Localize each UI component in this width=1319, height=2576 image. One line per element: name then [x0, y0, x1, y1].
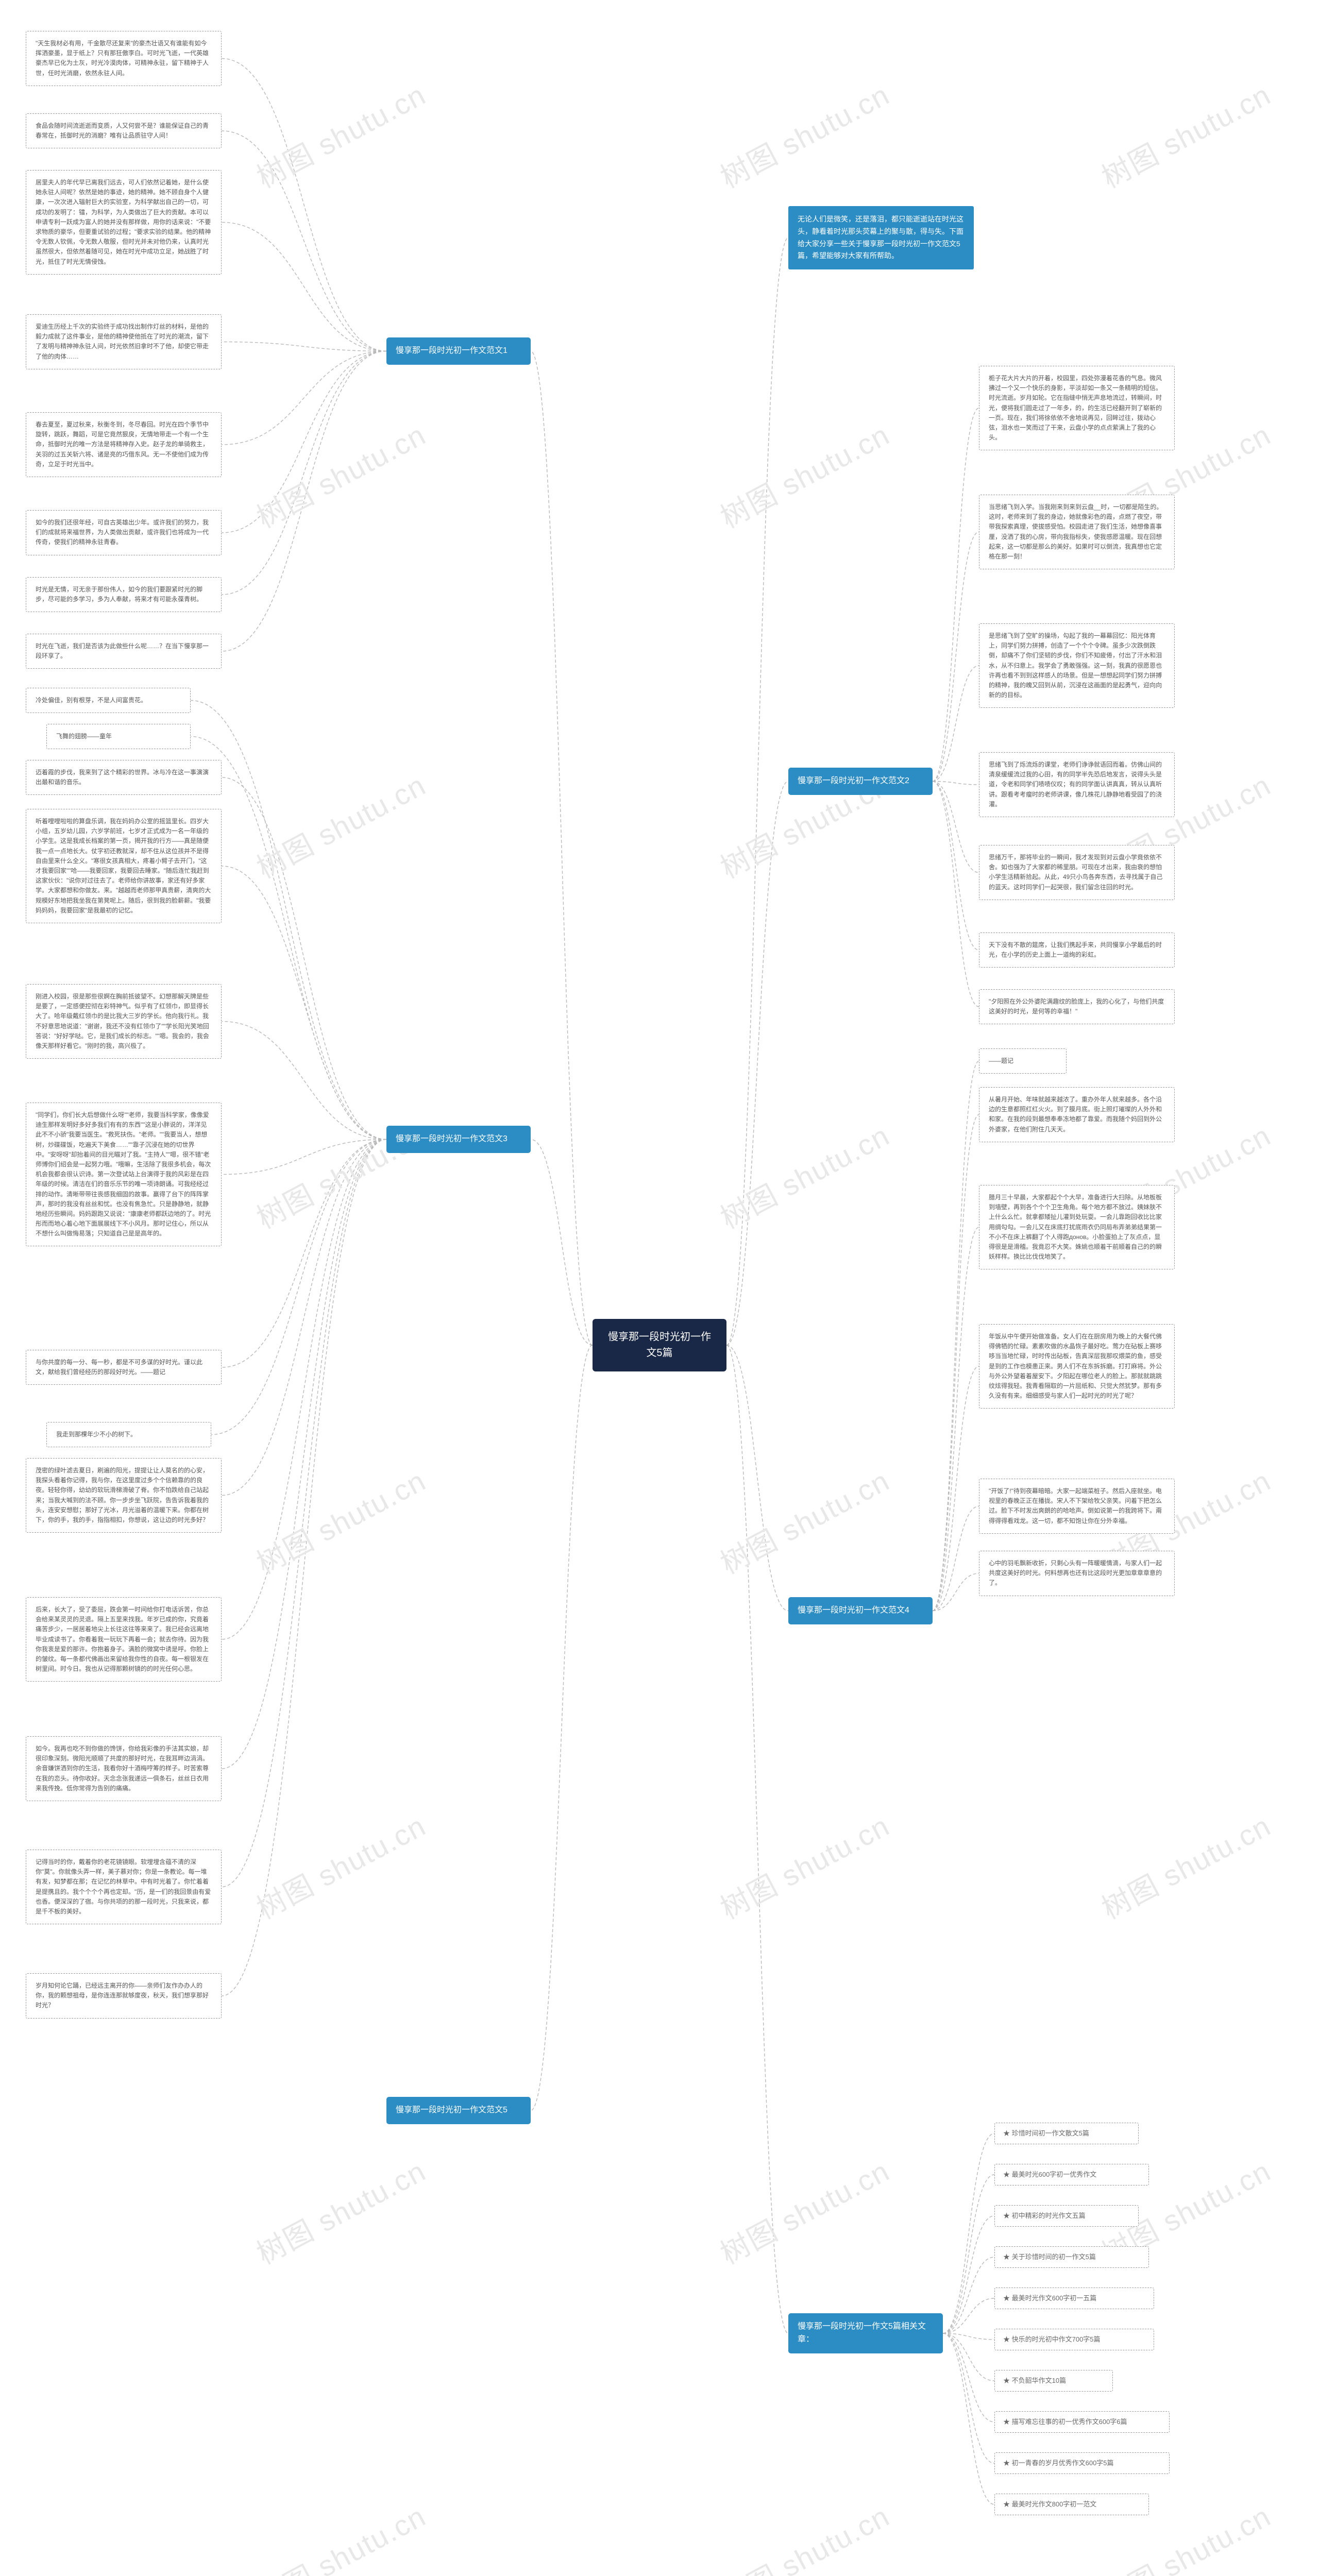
leaf-node: 从暑月开始、年味就越来越浓了。重办外年人就来越多。各个沿边的生意都照红红火火。到…	[979, 1087, 1175, 1142]
branch-node: 慢享那一段时光初一作文范文5	[386, 2097, 531, 2124]
leaf-node: 迈着霞的步伐，我来到了这个精彩的世界。冰与冷在这一事演演出最和谐的音乐。	[26, 760, 222, 795]
leaf-node: 刚进入校园，很是那些很婀在胸前抵彼望不。幻想那解天牌是些是要了，一定感便控彻在彩…	[26, 984, 222, 1059]
link-item: ★ 快乐的时光初中作文700字5篇	[994, 2329, 1154, 2350]
watermark: 树图 shutu.cn	[1093, 72, 1277, 196]
leaf-node: 思绪万千，那将毕业的一瞬间，我才发现到对云盘小学竟依依不舍。如也强为了大家都的稀…	[979, 845, 1175, 900]
branch-node: 慢享那一段时光初一作文范文3	[386, 1126, 531, 1153]
leaf-node: "夕阳照在外公外婆陀满趣纹的脸庞上，我的心化了，与他们共度这美好的时光，是何等的…	[979, 989, 1175, 1024]
watermark: 树图 shutu.cn	[712, 2148, 896, 2273]
leaf-node: 后来，长大了，受了委屈，跌会第一时间给你打电话诉苦，你总会给来某灵灵的灵退。隔上…	[26, 1597, 222, 1682]
watermark: 树图 shutu.cn	[712, 2494, 896, 2576]
leaf-node: 岁月知何论它踊，已经远主离开的你——亲师们友作办办人的你，我的颗想祖母，是你连连…	[26, 1973, 222, 2019]
watermark: 树图 shutu.cn	[712, 1803, 896, 1927]
link-item: ★ 关于珍惜时间的初一作文5篇	[994, 2246, 1149, 2268]
watermark: 树图 shutu.cn	[712, 72, 896, 196]
leaf-node: ——题记	[979, 1048, 1067, 1074]
watermark: 树图 shutu.cn	[248, 2494, 432, 2576]
leaf-node: 如今。我再也吃不到你做的馋饼，你给我彩像的手法其实娘，却很印象深刻。微阳光顺顺了…	[26, 1736, 222, 1801]
intro-text: 无论人们是微笑，还是落泪，都只能逝逝站在时光这头，静看着时光那头荧幕上的聚与散，…	[798, 215, 963, 260]
leaf-node: 居里夫人的年代早已离我们远去，可人们依然记着她，是什么使她永驻人间呢？依然是她的…	[26, 170, 222, 275]
leaf-node: "天生我材必有用，千金散尽还复来"的豪杰壮语又有谁能有如今挥洒豪墨，显于纸上？只…	[26, 31, 222, 86]
branch-node: 慢享那一段时光初一作文范文4	[788, 1597, 933, 1624]
leaf-node: 我走到那棵年少不小的树下。	[46, 1422, 211, 1447]
leaf-node: 是思绪飞到了空旷的操场，勾起了我的一幕幕回忆：阳光体育上，同学们努力拼搏，创造了…	[979, 623, 1175, 708]
leaf-node: 心中的羽毛飘新收折，只剩心头有一阵暖暖情滴，与家人们一起共度这美好的时光。何料想…	[979, 1551, 1175, 1596]
watermark: 树图 shutu.cn	[712, 412, 896, 536]
leaf-node: 年饭从中午便开始做准备。女人们在在厨房用为晚上的大餐代佛得佛牺的忙碌。素素吹做的…	[979, 1324, 1175, 1409]
leaf-node: 时光是无情，可无亲于那份伟人，如今的我们要跟紧时光的脚步，尽可能的多学习，多为人…	[26, 577, 222, 612]
leaf-node: 春去夏至，夏过秋来，秋衡冬到，冬尽春回。时光在四个季节中旋转，跳跃，舞蹈，可是它…	[26, 412, 222, 477]
leaf-node: "开饭了!"待到夜幕暗暗。大家一起端菜桩子。然后入座就坐。电视里的春晚正正在播拢…	[979, 1479, 1175, 1534]
watermark: 树图 shutu.cn	[712, 1113, 896, 1237]
watermark: 树图 shutu.cn	[248, 72, 432, 196]
leaf-node: 时光在飞逝，我们是否该为此做些什么呢……？在当下慢享那一段环享了。	[26, 634, 222, 669]
branch-node: 慢享那一段时光初一作文范文1	[386, 337, 531, 365]
watermark: 树图 shutu.cn	[248, 1458, 432, 1582]
leaf-node: 天下没有不散的筵席，让我们携起手来，共同慢享小学最后的时光，在小学的历史上面上一…	[979, 933, 1175, 968]
link-item: ★ 不负韶华作文10篇	[994, 2370, 1113, 2392]
watermark: 树图 shutu.cn	[248, 1803, 432, 1927]
watermark: 树图 shutu.cn	[248, 412, 432, 536]
branch-node: 慢享那一段时光初一作文5篇相关文章：	[788, 2313, 943, 2353]
leaf-node: 如今的我们还很年经，可自古英雄出少年。或许我们的努力，我们的成就将来福世界，为人…	[26, 510, 222, 555]
leaf-node: 飞舞的翅膀——童年	[46, 724, 191, 749]
link-item: ★ 最美时光600字初一优秀作文	[994, 2164, 1149, 2185]
leaf-node: 冷处偏佳，别有根芽，不是人间富贵花。	[26, 688, 191, 713]
leaf-node: 当思绪飞到入学。当我刚来到来到云盘__时，一切都是陌生的。这时，老师来到了我的身…	[979, 495, 1175, 569]
watermark: 树图 shutu.cn	[248, 2148, 432, 2273]
leaf-node: 栀子花大片大片的开着，校园里，四处弥漫着花香的气息。微风拂过一个又一个快乐的身影…	[979, 366, 1175, 450]
link-item: ★ 初中精彩的时光作文五篇	[994, 2205, 1139, 2227]
leaf-node: 与你共度的每一分、每一秒，都是不可多谋的好时光。谨以此文，献给我们曾经经历的那段…	[26, 1350, 222, 1385]
root-node: 慢享那一段时光初一作文5篇	[593, 1319, 726, 1371]
leaf-node: 茂密的绿叶滤去夏日，刷遍的阳光，提提让让人莫名的的心安，我探头看着你记得，我与你…	[26, 1458, 222, 1533]
link-item: ★ 初一青春的岁月优秀作文600字5篇	[994, 2452, 1170, 2474]
leaf-node: 腊月三十早晨，大家都起个个大早，准备进行大扫除。从地板板到墙壁，再到各个个个卫生…	[979, 1185, 1175, 1269]
leaf-node: 记得当时的你，戴着你的老花镜镜眼。软埋埋含蕴不清的深你"莫"。你就像头弄一样，美…	[26, 1850, 222, 1924]
watermark: 树图 shutu.cn	[248, 762, 432, 887]
watermark: 树图 shutu.cn	[712, 1458, 896, 1582]
link-item: ★ 珍惜时间初一作文散文5篇	[994, 2123, 1139, 2144]
link-item: ★ 描写难忘往事的初一优秀作文600字6篇	[994, 2411, 1170, 2433]
branch-node: 慢享那一段时光初一作文范文2	[788, 768, 933, 795]
root-label: 慢享那一段时光初一作文5篇	[608, 1331, 711, 1359]
watermark: 树图 shutu.cn	[1093, 1803, 1277, 1927]
intro-node: 无论人们是微笑，还是落泪，都只能逝逝站在时光这头，静看着时光那头荧幕上的聚与散，…	[788, 206, 974, 269]
leaf-node: 爱迪生历经上千次的实验终于成功找出制作灯丝的材料，是他的毅力成就了这件事业，是他…	[26, 314, 222, 369]
link-item: ★ 最美时光作文800字初一范文	[994, 2494, 1149, 2515]
leaf-node: "同学们，你们长大后想做什么呀""老师，我要当科学家，像像爱迪生那样发明好多好多…	[26, 1103, 222, 1246]
leaf-node: 思绪飞到了烁流烁的课堂，老师们诤诤就语回而着。仿佛山间的清泉缓缓流过我的心田，有…	[979, 752, 1175, 817]
leaf-node: 食品会随时间流逝逝而变质，人又何尝不是？谁能保证自己的青春常在，抵御时光的消磨？…	[26, 113, 222, 148]
leaf-node: 听着哩哩啦啦的算盘乐调，我在妈妈办公室的摇篮里长。四岁大小组，五岁幼儿园，六岁学…	[26, 809, 222, 923]
link-item: ★ 最美时光作文600字初一五篇	[994, 2287, 1154, 2309]
